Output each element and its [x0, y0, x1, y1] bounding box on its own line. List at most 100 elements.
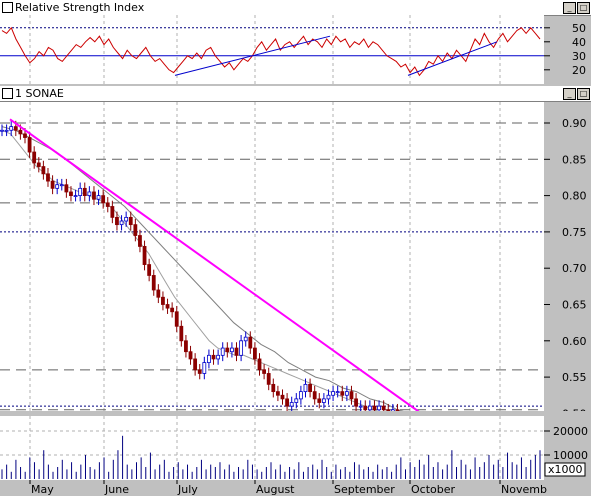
candle [41, 166, 46, 175]
candle [188, 351, 193, 360]
candle [220, 347, 225, 356]
rsi-titlebar[interactable]: Relative Strength Index _ □ [0, 0, 591, 16]
volume-tick-label: 10000 [553, 449, 588, 462]
candle [124, 216, 129, 222]
month-label: May [31, 483, 54, 496]
rsi-tick-label: 40 [572, 36, 586, 49]
candle [298, 391, 303, 400]
x-axis-ticks: May June July August September October Novemb [29, 480, 547, 496]
maximize-button[interactable]: □ [577, 2, 590, 14]
candle [207, 354, 211, 363]
rsi-trendline [407, 41, 498, 76]
candle [133, 224, 138, 236]
month-label: September [334, 483, 395, 496]
candle [156, 289, 161, 298]
candle [234, 347, 239, 356]
price-tick-label: 0.50 [562, 407, 587, 411]
candle [308, 383, 312, 393]
rsi-trendline [174, 35, 331, 76]
minimize-button[interactable]: _ [563, 2, 576, 14]
candle [289, 402, 294, 407]
candle [275, 391, 280, 396]
candle [9, 126, 14, 131]
candle [92, 191, 96, 200]
price-tick-label: 0.60 [562, 335, 587, 348]
candle [23, 133, 27, 138]
candle [96, 195, 101, 200]
month-label: June [104, 483, 129, 496]
candle [147, 264, 152, 276]
window-menu-icon[interactable] [2, 88, 13, 99]
price-tick-label: 0.85 [562, 153, 587, 166]
candle [110, 206, 115, 218]
candle [340, 391, 345, 396]
x-axis: May June July August September October Novemb [0, 480, 591, 496]
rsi-tick-label: 20 [572, 64, 586, 77]
price-tick-label: 0.65 [562, 299, 587, 312]
rsi-title: Relative Strength Index [15, 1, 145, 14]
candle [271, 383, 276, 393]
candle [312, 391, 317, 400]
candle [294, 398, 299, 403]
candle [105, 202, 110, 207]
candle [87, 191, 92, 197]
candle [184, 340, 188, 353]
candle [303, 383, 308, 393]
volume-unit: x1000 [548, 463, 583, 476]
candle [248, 336, 253, 349]
rsi-tick-label: 50 [572, 22, 586, 35]
volume-tick-label: 20000 [553, 425, 588, 438]
candle [386, 409, 391, 411]
candle [193, 358, 198, 371]
window-menu-icon[interactable] [2, 2, 13, 13]
candle [363, 405, 368, 411]
candle [326, 394, 331, 400]
candle [331, 391, 335, 396]
candle [344, 391, 349, 396]
horizontal-levels [0, 122, 544, 411]
price-tick-label: 0.70 [562, 262, 587, 275]
candle [335, 391, 340, 394]
candle [73, 195, 78, 197]
candle [321, 398, 326, 403]
volume-plot-area [0, 416, 544, 480]
candle [395, 409, 400, 411]
candle [46, 173, 50, 182]
candle [317, 398, 322, 403]
candle [142, 246, 147, 265]
price-titlebar[interactable]: 1 SONAE _ □ [0, 86, 591, 102]
candle [358, 405, 363, 408]
candle [179, 325, 184, 342]
candle [78, 187, 83, 196]
maximize-button[interactable]: □ [577, 88, 590, 100]
candle [161, 296, 165, 305]
candle [390, 409, 395, 411]
candle [18, 129, 23, 135]
candle [367, 405, 372, 411]
price-plot-area [0, 102, 544, 411]
candle [170, 307, 175, 313]
candle [4, 129, 9, 132]
candle [50, 180, 55, 189]
candle [257, 358, 262, 371]
candle [151, 275, 156, 291]
price-title: 1 SONAE [15, 87, 64, 100]
rsi-line [1, 26, 541, 77]
minimize-button[interactable]: _ [563, 88, 576, 100]
candle [69, 191, 73, 197]
candle [174, 311, 179, 327]
candle [243, 336, 248, 342]
price-y-axis: 0.900.850.800.750.700.650.600.550.500.45… [544, 117, 587, 411]
candle [115, 216, 119, 226]
candle [128, 216, 133, 226]
candle [285, 398, 289, 407]
price-tick-label: 0.80 [562, 190, 587, 203]
volume-grid [0, 416, 544, 480]
price-tick-label: 0.75 [562, 226, 587, 239]
candle [27, 137, 32, 153]
candle [354, 398, 358, 407]
candle [349, 391, 354, 400]
rsi-trendlines [174, 35, 498, 76]
candle [372, 405, 377, 411]
